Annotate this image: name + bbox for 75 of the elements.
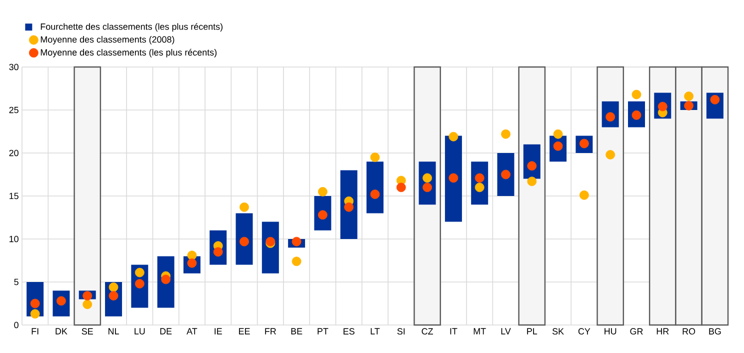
point [422, 173, 432, 183]
point [292, 236, 302, 246]
point [474, 182, 484, 192]
point [161, 274, 171, 284]
bar [497, 153, 514, 196]
point [579, 190, 589, 200]
x-tick-label: MT [474, 328, 486, 334]
x-tick-label: SK [552, 328, 564, 335]
x-tick-label: LT [370, 328, 380, 334]
x-tick-label: RO [682, 328, 696, 335]
x-tick-label: PL [527, 328, 538, 334]
y-tick-label: 0 [14, 322, 18, 328]
point [501, 170, 510, 180]
bar [236, 213, 253, 265]
x-tick-label: LV [501, 328, 511, 334]
y-tick-label: 15 [10, 192, 18, 200]
point [187, 250, 197, 260]
x-tick-label: IT [450, 328, 458, 334]
point [422, 182, 432, 192]
x-tick-label: BG [709, 328, 721, 335]
bar [444, 136, 462, 222]
bar [366, 162, 384, 214]
point [108, 282, 118, 292]
point [527, 176, 537, 186]
y-tick-label: 5 [14, 278, 18, 286]
legend-label: Moyenne des classements (2008) [40, 36, 174, 44]
x-tick-label: FI [32, 328, 38, 334]
point [134, 268, 144, 278]
x-tick-label: EE [239, 328, 250, 334]
x-tick-label: IE [214, 328, 222, 334]
point [448, 132, 458, 142]
point [710, 94, 720, 104]
legend-label: Moyenne des classements (les plus récents) [40, 48, 217, 58]
x-tick-label: AT [186, 328, 198, 334]
x-tick-label: CY [578, 328, 590, 335]
y-tick-label: 10 [10, 236, 18, 242]
legend-label: Fourchette des classements (les plus récents) [40, 23, 223, 32]
y-tick-label: 20 [9, 150, 18, 156]
point [606, 150, 616, 160]
point [370, 152, 380, 162]
point [134, 279, 144, 288]
point [396, 182, 406, 192]
point [684, 101, 694, 110]
x-tick-label: CZ [422, 328, 434, 335]
point [501, 129, 510, 139]
point [344, 202, 354, 212]
point [370, 190, 380, 199]
point [448, 173, 458, 183]
x-tick-label: HR [656, 328, 669, 334]
y-tick-label: 25 [9, 106, 18, 114]
point [30, 309, 40, 319]
x-tick-label: PT [318, 328, 328, 334]
x-tick-label: DK [56, 328, 68, 334]
point [318, 187, 328, 196]
x-tick-label: ES [344, 328, 354, 335]
x-tick-label: LU [134, 328, 145, 334]
x-tick-label: SI [397, 328, 405, 335]
point [553, 129, 563, 139]
point [82, 300, 92, 310]
x-tick-label: BE [291, 328, 302, 334]
x-tick-label: SE [82, 328, 93, 335]
point [240, 236, 249, 246]
point [474, 173, 484, 183]
x-tick-label: HU [604, 328, 616, 334]
point [292, 256, 302, 266]
point [82, 291, 92, 300]
x-tick-label: NL [108, 328, 119, 334]
x-tick-label: DE [160, 328, 172, 334]
point [684, 92, 694, 101]
bar [262, 222, 279, 274]
x-tick-label: GR [630, 328, 643, 335]
point [632, 90, 642, 100]
x-tick-label: FR [265, 328, 276, 334]
y-tick-label: 30 [9, 64, 18, 70]
point [240, 202, 249, 212]
